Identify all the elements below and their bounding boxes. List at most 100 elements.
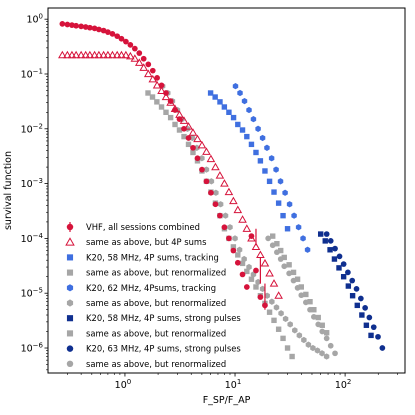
data-point bbox=[237, 89, 243, 97]
data-point bbox=[256, 250, 265, 258]
data-point bbox=[234, 259, 241, 266]
data-point bbox=[233, 205, 243, 214]
data-point bbox=[265, 235, 272, 242]
data-point bbox=[148, 74, 158, 83]
y-tick-label: 10−3 bbox=[21, 177, 43, 190]
data-point bbox=[232, 235, 238, 242]
data-point bbox=[71, 50, 81, 59]
data-point bbox=[294, 276, 301, 282]
data-point bbox=[282, 189, 288, 196]
legend-item: K20, 63 MHz, 4P sums, strong pulses bbox=[66, 344, 241, 354]
data-point bbox=[259, 134, 266, 142]
legend-label: same as above, but renormalized bbox=[86, 359, 226, 369]
data-point bbox=[277, 178, 284, 185]
data-point bbox=[175, 110, 184, 118]
data-point bbox=[307, 306, 313, 313]
data-point bbox=[207, 90, 214, 96]
data-point bbox=[224, 187, 234, 196]
data-point bbox=[99, 50, 108, 59]
data-point bbox=[273, 304, 280, 311]
data-point bbox=[85, 50, 95, 59]
series-9 bbox=[323, 231, 386, 351]
data-point bbox=[315, 314, 321, 321]
data-point bbox=[108, 50, 117, 59]
data-point bbox=[260, 258, 270, 267]
data-point bbox=[161, 92, 171, 101]
legend-item: K20, 62 MHz, 4Psums, tracking bbox=[66, 283, 216, 293]
data-point bbox=[278, 310, 284, 317]
data-point bbox=[157, 86, 166, 95]
data-point bbox=[275, 200, 282, 206]
data-point bbox=[236, 246, 243, 253]
legend-marker bbox=[66, 345, 74, 352]
data-point bbox=[294, 285, 301, 291]
data-point bbox=[300, 235, 306, 242]
legend-item: K20, 58 MHz, 4P sums, tracking bbox=[66, 252, 219, 262]
y-tick-label: 10−4 bbox=[21, 232, 44, 245]
data-point bbox=[208, 178, 215, 185]
data-point bbox=[362, 305, 368, 311]
data-point bbox=[242, 224, 252, 232]
legend-marker bbox=[66, 223, 74, 231]
data-point bbox=[284, 226, 291, 232]
data-point bbox=[332, 245, 338, 252]
data-point bbox=[241, 255, 247, 263]
data-point bbox=[246, 106, 252, 114]
legend-item: same as above, but renormalized bbox=[66, 328, 226, 338]
legend-label: same as above, but renormalized bbox=[86, 268, 226, 278]
data-point bbox=[274, 291, 283, 299]
data-point bbox=[131, 45, 138, 52]
x-tick-label: 102 bbox=[335, 378, 352, 391]
data-point bbox=[322, 238, 328, 244]
data-point bbox=[340, 274, 347, 280]
data-point bbox=[145, 61, 152, 68]
data-point bbox=[319, 328, 326, 335]
data-point bbox=[262, 302, 268, 309]
data-point bbox=[197, 140, 207, 149]
data-point bbox=[172, 121, 178, 128]
data-point bbox=[327, 238, 334, 244]
y-tick-label: 100 bbox=[26, 13, 43, 26]
data-point bbox=[246, 263, 252, 271]
data-point bbox=[345, 269, 351, 276]
data-point bbox=[303, 299, 309, 306]
data-point bbox=[317, 231, 324, 237]
data-point bbox=[208, 189, 214, 196]
data-point bbox=[232, 82, 239, 90]
data-point bbox=[158, 104, 165, 110]
data-point bbox=[239, 260, 246, 267]
data-point bbox=[332, 350, 338, 357]
data-point bbox=[67, 50, 77, 59]
data-point bbox=[379, 345, 386, 351]
data-point bbox=[229, 196, 238, 205]
data-point bbox=[286, 270, 292, 277]
data-point bbox=[274, 249, 280, 256]
data-point bbox=[145, 90, 151, 96]
data-point bbox=[143, 69, 153, 78]
data-point bbox=[139, 63, 148, 71]
data-point bbox=[298, 284, 305, 290]
data-point bbox=[253, 149, 259, 156]
data-point bbox=[154, 75, 160, 81]
data-point bbox=[310, 344, 316, 352]
axis-ticks: 100 101 102 10−6 10−5 10−4 10−3 10−2 10−1 100 bbox=[21, 13, 398, 391]
data-point bbox=[319, 350, 325, 357]
legend-label: K20, 62 MHz, 4Psums, tracking bbox=[86, 283, 216, 293]
data-point bbox=[127, 42, 134, 48]
data-point bbox=[244, 268, 250, 275]
data-point bbox=[265, 268, 274, 277]
data-point bbox=[222, 212, 229, 219]
series-1 bbox=[59, 21, 268, 310]
data-point bbox=[286, 262, 292, 268]
data-point bbox=[140, 55, 147, 62]
data-point bbox=[336, 265, 342, 271]
legend-label: same as above, but renormalized bbox=[86, 298, 226, 308]
data-point bbox=[327, 342, 334, 349]
data-point bbox=[304, 246, 311, 253]
data-point bbox=[118, 35, 125, 42]
data-point bbox=[248, 141, 255, 148]
data-point bbox=[230, 114, 237, 121]
data-point bbox=[284, 345, 291, 351]
data-point bbox=[270, 233, 276, 239]
